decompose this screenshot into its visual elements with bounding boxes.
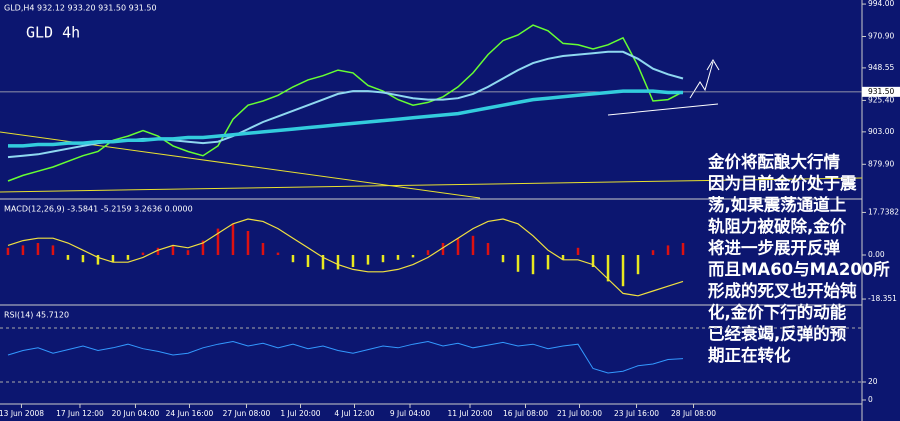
rsi-title: RSI(14) 45.7120 bbox=[4, 311, 69, 320]
arrow-head bbox=[706, 59, 720, 71]
annotation-line: 已经衰竭,反弹的预 bbox=[708, 324, 847, 344]
annotation-line: 期正在转化 bbox=[708, 345, 791, 365]
y-tick-label: -18.351 bbox=[868, 294, 897, 303]
x-tick-label: 16 Jul 08:00 bbox=[503, 409, 548, 418]
series-line bbox=[7, 218, 684, 297]
x-tick-label: 17 Jun 12:00 bbox=[56, 409, 104, 418]
x-tick-label: 1 Jul 20:00 bbox=[280, 409, 320, 418]
series-line bbox=[7, 24, 684, 182]
x-tick-label: 4 Jul 12:00 bbox=[334, 409, 374, 418]
current-price-label: 931.50 bbox=[868, 87, 894, 96]
plot-background bbox=[0, 0, 862, 421]
arrow bbox=[689, 61, 714, 99]
y-tick-label: 0 bbox=[868, 395, 873, 404]
y-tick-label: 17.7382 bbox=[868, 207, 899, 216]
current-price-box bbox=[862, 86, 900, 97]
y-tick-label: 879.90 bbox=[868, 159, 894, 168]
series-line bbox=[7, 340, 684, 374]
x-tick-label: 13 Jun 2008 bbox=[0, 409, 44, 418]
y-tick-label: 994.00 bbox=[868, 0, 894, 8]
price-title: GLD,H4 932.12 933.20 931.50 931.50 bbox=[4, 4, 157, 13]
annotation-line: 金价将酝酿大行情 bbox=[707, 152, 841, 172]
annotation-line: 将进一步展开反弹 bbox=[708, 238, 841, 258]
y-tick-label: 0.00 bbox=[868, 250, 885, 259]
y-tick-label: 970.90 bbox=[868, 32, 894, 41]
channel-line bbox=[607, 103, 719, 116]
x-tick-label: 9 Jul 04:00 bbox=[390, 409, 430, 418]
y-tick-label: 948.55 bbox=[868, 63, 894, 72]
x-tick-label: 21 Jul 00:00 bbox=[557, 409, 602, 418]
series-line bbox=[8, 89, 683, 148]
annotation-line: 因为目前金价处于震 bbox=[708, 173, 857, 193]
x-tick-label: 24 Jun 16:00 bbox=[166, 409, 214, 418]
macd-title: MACD(12,26,9) -3.5841 -5.2159 3.2636 0.0… bbox=[4, 205, 193, 214]
trend-line bbox=[0, 177, 863, 193]
annotation-line: 轨阻力被破除,金价 bbox=[708, 216, 847, 236]
x-tick-label: 27 Jun 08:00 bbox=[223, 409, 271, 418]
x-tick-label: 11 Jul 20:00 bbox=[448, 409, 493, 418]
y-tick-label: 925.40 bbox=[868, 95, 894, 104]
annotation-line: 荡,如果震荡通道上 bbox=[708, 195, 846, 215]
x-tick-label: 23 Jul 16:00 bbox=[614, 409, 659, 418]
x-tick-label: 20 Jun 04:00 bbox=[112, 409, 160, 418]
symbol-label: GLD 4h bbox=[26, 24, 80, 42]
annotation-line: 化,金价下行的动能 bbox=[708, 302, 847, 322]
y-tick-label: 20 bbox=[868, 377, 878, 386]
y-tick-label: 903.00 bbox=[868, 127, 894, 136]
annotation-line: 而且MA60与MA200所 bbox=[708, 260, 890, 279]
x-tick-label: 28 Jul 08:00 bbox=[671, 409, 716, 418]
annotation-line: 形成的死叉也开始钝 bbox=[708, 281, 857, 301]
